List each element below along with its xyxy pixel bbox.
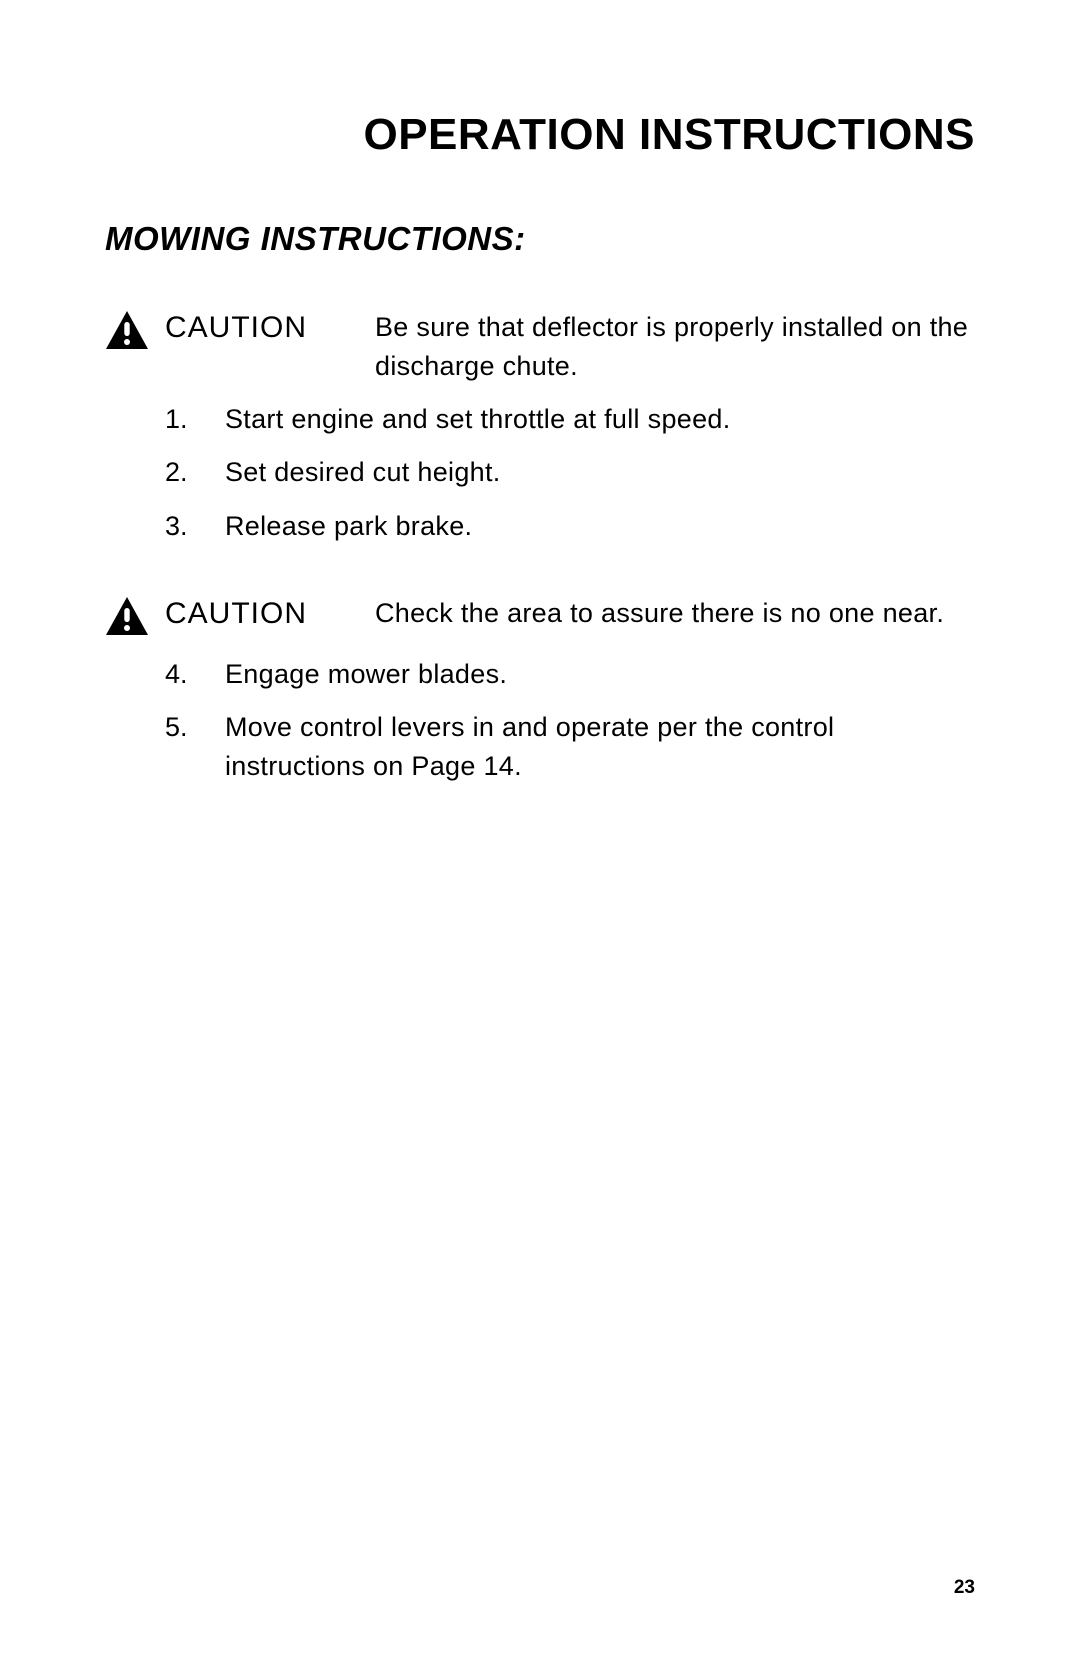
step-row: 4. Engage mower blades. — [105, 655, 975, 694]
step-row: 5. Move control levers in and operate pe… — [105, 708, 975, 786]
step-text: Start engine and set throttle at full sp… — [225, 400, 975, 439]
caution-block: CAUTION Be sure that deflector is proper… — [105, 308, 975, 386]
caution-text: Check the area to assure there is no one… — [375, 594, 975, 633]
section-heading: MOWING INSTRUCTIONS: — [105, 220, 975, 258]
caution-label: CAUTION — [165, 594, 375, 635]
step-text: Engage mower blades. — [225, 655, 975, 694]
warning-icon — [105, 594, 165, 641]
step-number: 1. — [165, 400, 225, 439]
page-number: 23 — [954, 1577, 975, 1599]
step-number: 2. — [165, 453, 225, 492]
page-title: OPERATION INSTRUCTIONS — [105, 110, 975, 160]
step-number: 5. — [165, 708, 225, 747]
step-row: 3. Release park brake. — [105, 507, 975, 546]
manual-page: OPERATION INSTRUCTIONS MOWING INSTRUCTIO… — [0, 0, 1080, 1669]
step-number: 4. — [165, 655, 225, 694]
caution-text: Be sure that deflector is properly insta… — [375, 308, 975, 386]
caution-label: CAUTION — [165, 308, 375, 349]
step-text: Release park brake. — [225, 507, 975, 546]
step-row: 1. Start engine and set throttle at full… — [105, 400, 975, 439]
step-row: 2. Set desired cut height. — [105, 453, 975, 492]
step-text: Move control levers in and operate per t… — [225, 708, 975, 786]
warning-icon — [105, 308, 165, 355]
step-text: Set desired cut height. — [225, 453, 975, 492]
step-number: 3. — [165, 507, 225, 546]
caution-block: CAUTION Check the area to assure there i… — [105, 594, 975, 641]
